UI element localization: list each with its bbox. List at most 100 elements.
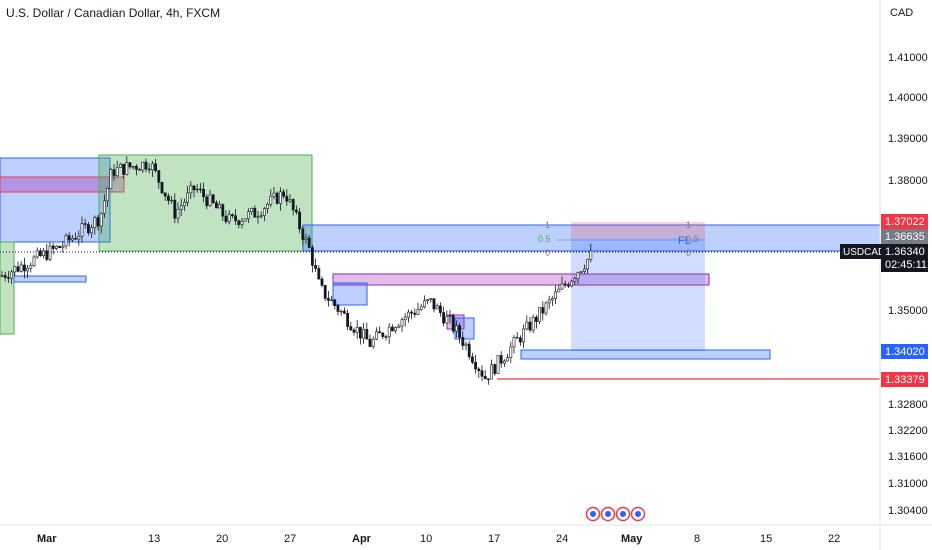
candle-up[interactable] bbox=[403, 316, 407, 321]
candle-down[interactable] bbox=[138, 169, 142, 171]
candle-down[interactable] bbox=[326, 298, 330, 301]
candle-up[interactable] bbox=[422, 300, 426, 308]
candle-up[interactable] bbox=[387, 326, 391, 338]
candle-up[interactable] bbox=[93, 217, 97, 228]
candle-series[interactable] bbox=[0, 156, 593, 385]
candle-up[interactable] bbox=[119, 163, 122, 168]
candle-up[interactable] bbox=[250, 207, 254, 212]
candle-down[interactable] bbox=[291, 199, 295, 211]
candle-down[interactable] bbox=[122, 163, 126, 175]
candle-up[interactable] bbox=[256, 216, 260, 218]
candle-up[interactable] bbox=[547, 299, 551, 304]
candle-up[interactable] bbox=[13, 266, 17, 273]
candle-up[interactable] bbox=[582, 268, 586, 272]
candle-up[interactable] bbox=[125, 162, 129, 175]
candle-down[interactable] bbox=[275, 192, 279, 204]
zone-blue-small-left[interactable] bbox=[13, 275, 87, 283]
candle-down[interactable] bbox=[320, 278, 324, 286]
us-flag-event-icon[interactable] bbox=[590, 511, 596, 517]
candle-down[interactable] bbox=[211, 194, 215, 203]
candle-down[interactable] bbox=[432, 298, 436, 310]
candle-down[interactable] bbox=[16, 266, 20, 272]
candle-down[interactable] bbox=[483, 375, 487, 380]
candle-up[interactable] bbox=[538, 307, 542, 322]
candle-up[interactable] bbox=[35, 250, 39, 258]
candle-up[interactable] bbox=[90, 227, 94, 234]
candle-up[interactable] bbox=[109, 169, 113, 189]
candle-up[interactable] bbox=[32, 256, 36, 267]
candle-up[interactable] bbox=[103, 200, 106, 214]
candle-up[interactable] bbox=[195, 188, 199, 191]
candle-up[interactable] bbox=[115, 167, 119, 176]
symbol-tag[interactable] bbox=[840, 244, 882, 259]
candle-down[interactable] bbox=[384, 336, 388, 338]
candle-down[interactable] bbox=[477, 368, 481, 372]
candle-up[interactable] bbox=[525, 321, 529, 330]
zone-blue-support[interactable] bbox=[520, 349, 771, 360]
candle-down[interactable] bbox=[74, 238, 78, 240]
candle-up[interactable] bbox=[419, 306, 423, 310]
candle-up[interactable] bbox=[19, 264, 23, 272]
candle-up[interactable] bbox=[586, 259, 590, 270]
candle-up[interactable] bbox=[151, 163, 154, 171]
target-price-tag[interactable] bbox=[881, 229, 928, 244]
candle-up[interactable] bbox=[371, 338, 375, 347]
zone-blue-apr[interactable] bbox=[332, 282, 368, 306]
candle-down[interactable] bbox=[390, 326, 394, 332]
candle-up[interactable] bbox=[141, 161, 145, 171]
candle-up[interactable] bbox=[400, 319, 404, 327]
candle-down[interactable] bbox=[160, 182, 164, 194]
candle-down[interactable] bbox=[310, 247, 314, 266]
candle-down[interactable] bbox=[323, 285, 327, 299]
candle-up[interactable] bbox=[448, 315, 452, 317]
candle-down[interactable] bbox=[22, 264, 26, 272]
us-flag-event-icon[interactable] bbox=[635, 511, 641, 517]
position-target[interactable] bbox=[571, 238, 705, 351]
candle-down[interactable] bbox=[518, 337, 522, 343]
candle-up[interactable] bbox=[579, 271, 583, 273]
candle-up[interactable] bbox=[560, 283, 564, 290]
candle-down[interactable] bbox=[112, 169, 116, 176]
candle-down[interactable] bbox=[365, 329, 369, 340]
candle-up[interactable] bbox=[512, 337, 516, 348]
candle-up[interactable] bbox=[176, 208, 180, 219]
candle-down[interactable] bbox=[199, 188, 202, 191]
candle-down[interactable] bbox=[349, 326, 353, 331]
candle-down[interactable] bbox=[7, 277, 10, 279]
zone-red-left[interactable] bbox=[0, 176, 125, 193]
candle-down[interactable] bbox=[413, 312, 417, 315]
candle-down[interactable] bbox=[135, 166, 138, 170]
candle-down[interactable] bbox=[167, 195, 170, 201]
candle-up[interactable] bbox=[170, 199, 174, 202]
candle-up[interactable] bbox=[0, 275, 4, 277]
candle-down[interactable] bbox=[346, 312, 350, 327]
candle-down[interactable] bbox=[285, 195, 289, 202]
candle-up[interactable] bbox=[557, 288, 561, 293]
candle-down[interactable] bbox=[461, 337, 465, 346]
price-axis[interactable]: CAD 1.41000 1.40000 1.39000 1.38000 1.35… bbox=[888, 7, 928, 517]
candle-up[interactable] bbox=[288, 199, 292, 202]
candle-up[interactable] bbox=[435, 305, 439, 310]
candle-up[interactable] bbox=[183, 202, 186, 207]
candle-up[interactable] bbox=[550, 298, 554, 301]
candle-up[interactable] bbox=[218, 204, 222, 209]
candle-up[interactable] bbox=[554, 291, 558, 299]
low-price-tag[interactable] bbox=[881, 372, 928, 387]
candle-up[interactable] bbox=[339, 310, 343, 313]
candle-down[interactable] bbox=[301, 228, 305, 240]
candle-down[interactable] bbox=[442, 312, 446, 324]
candle-down[interactable] bbox=[163, 192, 167, 197]
us-flag-event-icon[interactable] bbox=[605, 511, 611, 517]
candle-up[interactable] bbox=[71, 238, 74, 241]
candle-down[interactable] bbox=[205, 196, 209, 207]
candle-up[interactable] bbox=[99, 213, 103, 227]
candle-up[interactable] bbox=[266, 203, 270, 209]
candle-up[interactable] bbox=[131, 166, 135, 168]
candle-down[interactable] bbox=[128, 162, 132, 168]
candle-up[interactable] bbox=[464, 343, 468, 346]
candle-down[interactable] bbox=[493, 364, 497, 374]
candle-up[interactable] bbox=[531, 316, 535, 331]
stop-price-tag[interactable] bbox=[881, 214, 928, 229]
candle-down[interactable] bbox=[541, 307, 545, 314]
candle-up[interactable] bbox=[61, 245, 65, 248]
